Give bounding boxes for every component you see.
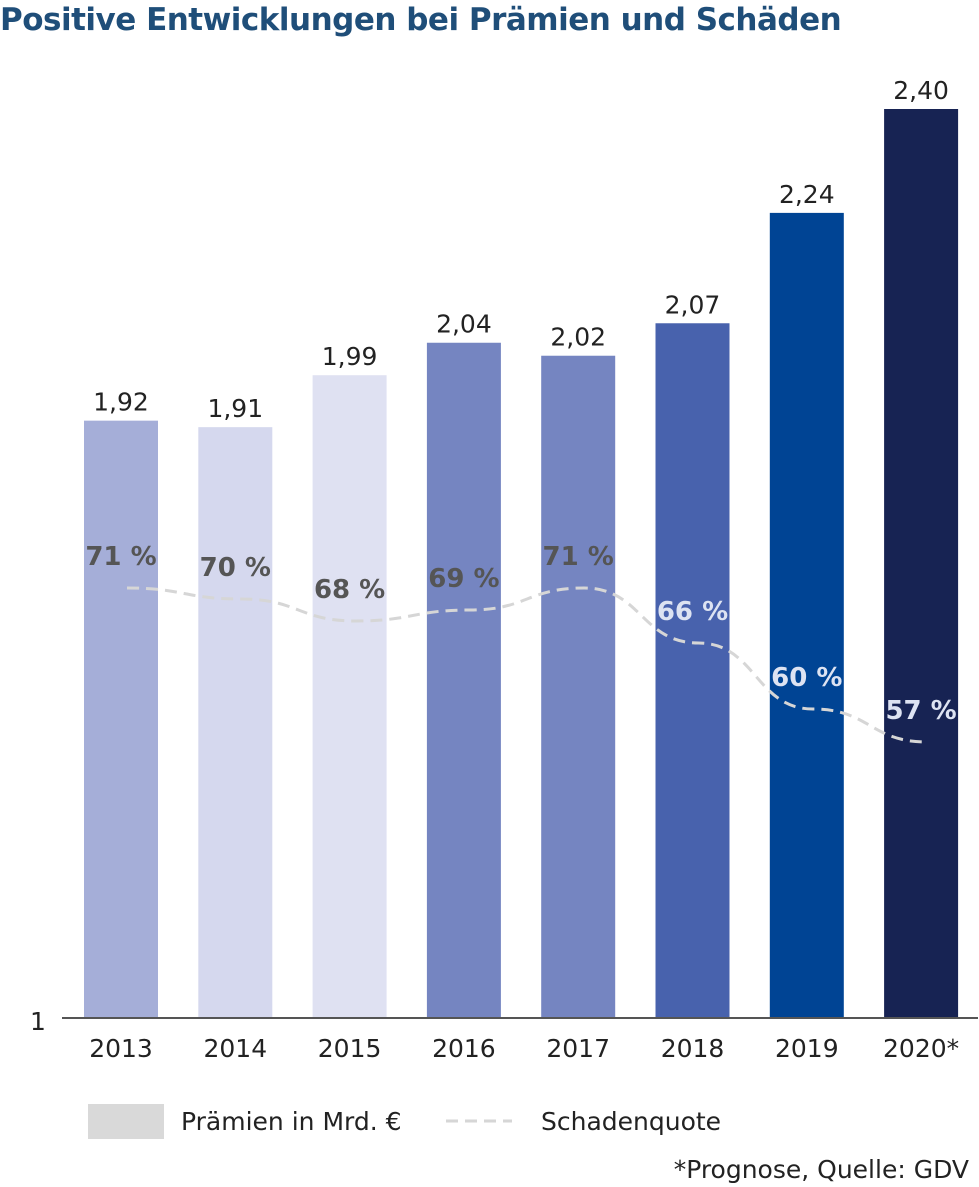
legend-label-praemien: Prämien in Mrd. € xyxy=(181,1107,402,1136)
bar-2015 xyxy=(312,375,387,1018)
schadenquote-label: 66 % xyxy=(657,597,728,627)
x-tick-label: 2014 xyxy=(203,1034,267,1063)
schadenquote-label: 69 % xyxy=(428,564,499,594)
schadenquote-line xyxy=(126,586,928,744)
chart-title: Positive Entwicklungen bei Prämien und S… xyxy=(0,2,842,38)
schadenquote-label: 71 % xyxy=(85,542,156,572)
bar-2019 xyxy=(769,212,844,1018)
bar-value-label: 2,02 xyxy=(550,323,606,352)
x-tick-label: 2018 xyxy=(661,1034,725,1063)
bar-2013 xyxy=(84,420,158,1019)
x-tick-label: 2019 xyxy=(775,1034,839,1063)
bar-2014 xyxy=(198,427,273,1018)
schadenquote-label: 57 % xyxy=(885,696,956,726)
bar-2018 xyxy=(655,323,730,1018)
y-axis-label: 1 xyxy=(30,1007,46,1036)
x-tick-label: 2017 xyxy=(546,1034,610,1063)
x-tick-label: 2013 xyxy=(89,1034,153,1063)
bar-value-label: 1,99 xyxy=(322,342,378,371)
schadenquote-label: 70 % xyxy=(200,553,271,583)
schadenquote-label: 71 % xyxy=(543,542,614,572)
bar-2020 xyxy=(884,109,959,1018)
bar-2016 xyxy=(426,342,501,1018)
legend-swatch-praemien xyxy=(88,1104,164,1139)
schadenquote-label: 68 % xyxy=(314,575,385,605)
source-note: *Prognose, Quelle: GDV xyxy=(673,1155,969,1184)
legend-swatch-schadenquote xyxy=(446,1119,512,1123)
bar-value-label: 2,40 xyxy=(893,76,949,105)
x-tick-label: 2015 xyxy=(318,1034,382,1063)
bar-value-label: 2,24 xyxy=(779,180,835,209)
schadenquote-label: 60 % xyxy=(771,663,842,693)
bar-2017 xyxy=(541,355,616,1018)
bar-value-label: 1,92 xyxy=(93,388,149,417)
x-tick-label: 2016 xyxy=(432,1034,496,1063)
bar-value-label: 1,91 xyxy=(207,394,263,423)
legend-label-schadenquote: Schadenquote xyxy=(541,1107,722,1136)
bar-value-label: 2,07 xyxy=(665,290,721,319)
x-tick-label: 2020* xyxy=(883,1034,959,1063)
bar-value-label: 2,04 xyxy=(436,310,492,339)
